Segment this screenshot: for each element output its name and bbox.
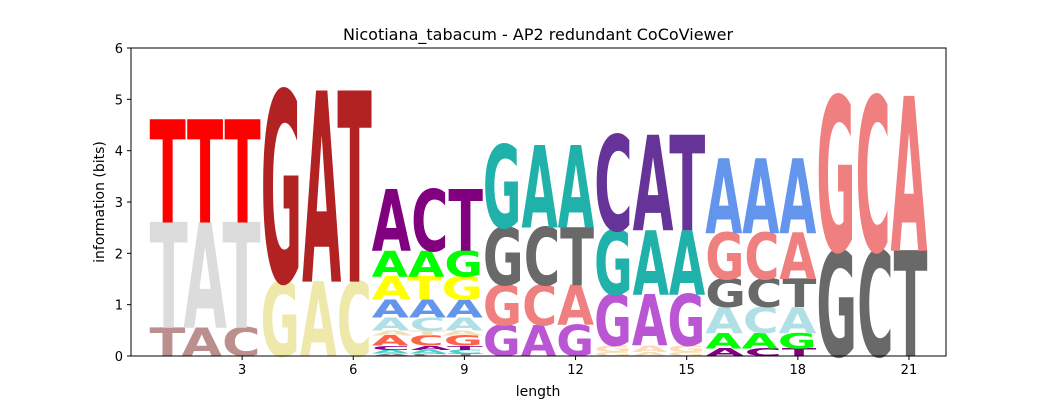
logo-glyph: ACT bbox=[372, 353, 483, 357]
logo-glyph-box: GCA bbox=[816, 55, 927, 302]
logo-glyph-box: GAT bbox=[261, 38, 372, 344]
logo-glyph: CAT bbox=[594, 109, 705, 262]
x-tick-label: 9 bbox=[460, 363, 468, 378]
logo-glyph: AAC bbox=[372, 349, 483, 355]
logo-glyph: ATA bbox=[372, 329, 483, 337]
logo-glyph: GAC bbox=[261, 262, 372, 381]
y-tick-label: 6 bbox=[115, 42, 123, 57]
logo-glyph-box: GAG bbox=[594, 344, 705, 354]
logo-glyph-box: TAT bbox=[150, 192, 261, 362]
logo-glyph: GAG bbox=[594, 344, 705, 354]
logo-glyph-box: GCT bbox=[483, 211, 594, 304]
logo-glyph: GAT bbox=[261, 38, 372, 344]
x-tick-label: 18 bbox=[790, 363, 807, 378]
logo-glyph-box: GAG bbox=[594, 351, 705, 358]
x-tick-label: 6 bbox=[349, 363, 357, 378]
logo-glyph: CAT bbox=[372, 345, 483, 352]
logo-glyph-box: ACT bbox=[372, 353, 483, 357]
logo-glyph: AAA bbox=[705, 139, 816, 258]
logo-glyph-box: CAT bbox=[372, 345, 483, 352]
logo-glyph-box: GAG bbox=[594, 280, 705, 363]
logo-glyph: ATG bbox=[372, 270, 483, 307]
logo-glyph-box: GCT bbox=[705, 271, 816, 316]
y-tick-label: 2 bbox=[115, 247, 123, 262]
logo-glyph-box: GAC bbox=[261, 262, 372, 381]
x-axis-label: length bbox=[516, 384, 561, 400]
logo-glyph: ACG bbox=[372, 333, 483, 349]
logo-glyph-box: GCT bbox=[816, 221, 927, 391]
logo-glyph: GAA bbox=[483, 124, 594, 255]
logo-glyph: GAG bbox=[594, 280, 705, 363]
y-tick-label: 3 bbox=[115, 196, 123, 211]
x-tick-label: 15 bbox=[678, 363, 695, 378]
logo-glyph-box: AAA bbox=[372, 295, 483, 324]
y-tick-label: 5 bbox=[115, 93, 123, 108]
logo-glyph: ACA bbox=[705, 300, 816, 341]
y-tick-label: 1 bbox=[115, 299, 123, 314]
logo-glyph: GCT bbox=[705, 271, 816, 316]
x-axis-ticks: 3 6 9 12 15 18 21 bbox=[238, 356, 917, 378]
logo-glyph-box: TTT bbox=[150, 92, 261, 257]
logo-glyph: GCT bbox=[816, 221, 927, 391]
y-tick-label: 0 bbox=[115, 350, 123, 365]
logo-glyph: GAA bbox=[594, 212, 705, 316]
logo-glyph: AAA bbox=[372, 295, 483, 324]
x-tick-label: 12 bbox=[567, 363, 584, 378]
logo-glyph: GCA bbox=[816, 55, 927, 302]
logo-glyph-box: AAA bbox=[705, 139, 816, 258]
logo-glyph: TTT bbox=[150, 92, 261, 257]
logo-glyph: AAG bbox=[372, 244, 483, 285]
logo-glyph-box: GAA bbox=[594, 212, 705, 316]
logo-glyph-box: ACG bbox=[372, 333, 483, 349]
x-tick-label: 3 bbox=[238, 363, 246, 378]
logo-glyph-box: ATA bbox=[372, 329, 483, 337]
logo-glyph: GAG bbox=[594, 351, 705, 358]
logo-glyph: GCT bbox=[483, 211, 594, 304]
logo-glyph: GCA bbox=[483, 275, 594, 339]
logo-glyph-box: AAC bbox=[372, 349, 483, 355]
y-axis-ticks: 0 1 2 3 4 5 6 bbox=[115, 42, 131, 365]
logo-glyph-box: GCA bbox=[705, 221, 816, 295]
logo-glyph: GCA bbox=[705, 221, 816, 295]
logo-glyph-box: ACA bbox=[372, 314, 483, 335]
logo-glyph: ACT bbox=[372, 173, 483, 272]
logo-glyph-box: AAG bbox=[705, 329, 816, 354]
y-tick-label: 4 bbox=[115, 145, 123, 160]
logo-glyph: ACA bbox=[372, 314, 483, 335]
logo-glyph-box: AAG bbox=[372, 244, 483, 285]
logo-glyph-box: ATG bbox=[372, 270, 483, 307]
chart-title: Nicotiana_tabacum - AP2 redundant CoCoVi… bbox=[343, 25, 734, 45]
logo-glyph-box: ACT bbox=[372, 173, 483, 272]
logo-glyph: AAG bbox=[705, 329, 816, 354]
logo-glyph-layer: TACTATTTTGACGATACTAACCATACGATAACAAAAATGA… bbox=[150, 38, 928, 391]
logo-glyph-box: GAA bbox=[483, 124, 594, 255]
x-tick-label: 21 bbox=[901, 363, 918, 378]
logo-glyph-box: ACA bbox=[705, 300, 816, 341]
logo-glyph-box: GCA bbox=[483, 275, 594, 339]
logo-glyph: TAT bbox=[150, 192, 261, 362]
logo-glyph-box: CAT bbox=[594, 109, 705, 262]
y-axis-label: information (bits) bbox=[92, 141, 108, 263]
